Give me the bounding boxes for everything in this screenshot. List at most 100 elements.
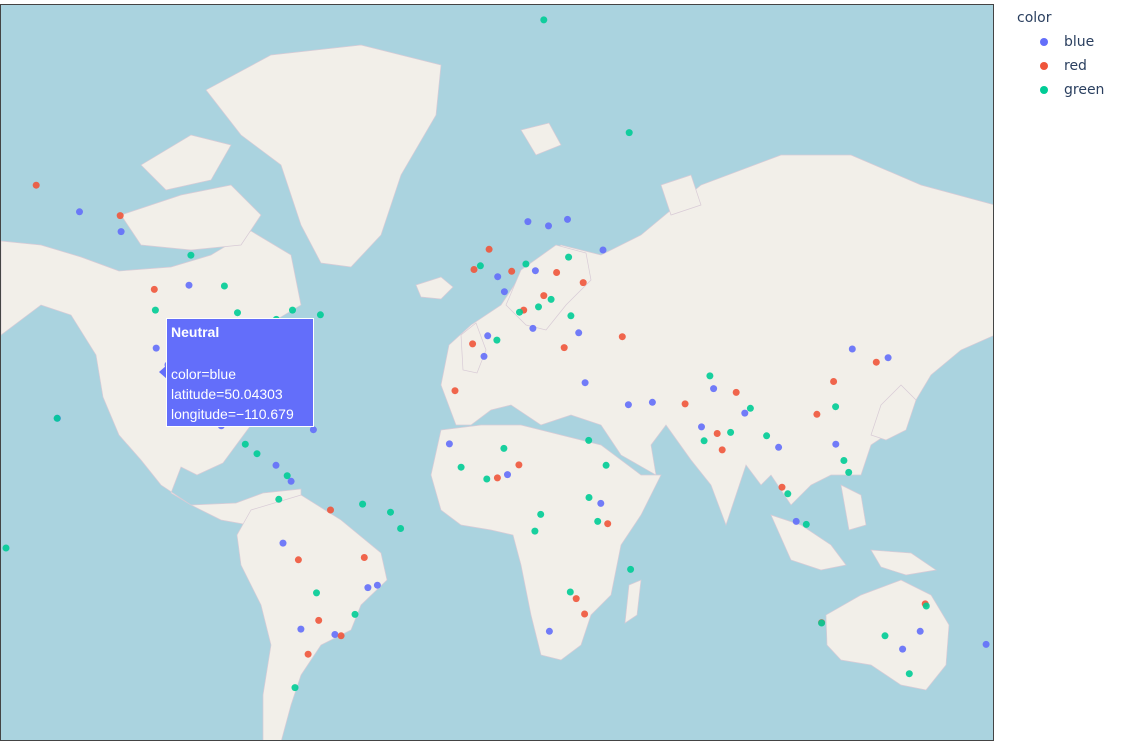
point-blue[interactable]: [792, 517, 800, 525]
point-blue[interactable]: [741, 409, 749, 417]
point-red[interactable]: [360, 554, 368, 561]
point-green[interactable]: [522, 260, 530, 268]
point-red[interactable]: [560, 344, 568, 352]
point-green[interactable]: [291, 684, 299, 692]
point-green[interactable]: [253, 450, 261, 458]
point-red[interactable]: [327, 506, 334, 514]
point-red[interactable]: [508, 267, 516, 275]
point-green[interactable]: [602, 461, 610, 469]
point-blue[interactable]: [484, 332, 492, 340]
point-blue[interactable]: [564, 215, 571, 223]
point-green[interactable]: [905, 670, 913, 678]
point-green[interactable]: [566, 588, 574, 596]
point-red[interactable]: [470, 266, 478, 273]
legend-item-green[interactable]: green: [1010, 78, 1104, 102]
point-red[interactable]: [581, 610, 589, 618]
point-blue[interactable]: [884, 354, 892, 362]
point-red[interactable]: [813, 410, 821, 418]
point-green[interactable]: [397, 525, 405, 532]
point-green[interactable]: [316, 311, 324, 319]
point-green[interactable]: [727, 428, 735, 436]
point-red[interactable]: [315, 616, 323, 624]
point-blue[interactable]: [524, 218, 532, 226]
point-red[interactable]: [579, 279, 587, 287]
point-red[interactable]: [294, 556, 302, 564]
point-green[interactable]: [500, 444, 508, 452]
point-blue[interactable]: [710, 385, 718, 393]
point-red[interactable]: [681, 400, 689, 408]
point-green[interactable]: [594, 517, 602, 525]
point-blue[interactable]: [575, 329, 583, 337]
point-green[interactable]: [351, 610, 359, 618]
point-red[interactable]: [618, 333, 626, 341]
point-blue[interactable]: [982, 640, 990, 648]
point-blue[interactable]: [648, 398, 656, 406]
point-green[interactable]: [2, 544, 10, 552]
point-green[interactable]: [585, 436, 593, 444]
point-green[interactable]: [746, 404, 754, 412]
point-red[interactable]: [485, 245, 493, 253]
point-blue[interactable]: [531, 267, 539, 275]
point-green[interactable]: [535, 303, 542, 311]
point-blue[interactable]: [185, 281, 193, 289]
point-blue[interactable]: [775, 443, 783, 451]
point-red[interactable]: [493, 474, 501, 482]
point-green[interactable]: [476, 262, 484, 270]
point-blue[interactable]: [152, 344, 160, 352]
point-blue[interactable]: [916, 627, 924, 635]
point-red[interactable]: [778, 483, 786, 491]
point-red[interactable]: [540, 292, 548, 300]
point-blue[interactable]: [480, 352, 488, 360]
point-red[interactable]: [553, 269, 561, 276]
point-green[interactable]: [187, 251, 195, 259]
point-red[interactable]: [32, 181, 40, 189]
point-green[interactable]: [220, 282, 228, 290]
point-green[interactable]: [802, 520, 810, 528]
point-blue[interactable]: [624, 401, 632, 409]
point-green[interactable]: [359, 500, 367, 508]
point-blue[interactable]: [373, 581, 381, 589]
point-green[interactable]: [784, 490, 792, 498]
point-blue[interactable]: [445, 440, 453, 448]
point-blue[interactable]: [272, 461, 280, 469]
point-red[interactable]: [572, 595, 580, 603]
point-blue[interactable]: [545, 222, 552, 230]
point-blue[interactable]: [117, 228, 125, 236]
point-green[interactable]: [457, 463, 465, 471]
point-green[interactable]: [537, 510, 545, 518]
point-green[interactable]: [706, 372, 714, 380]
point-blue[interactable]: [832, 440, 840, 448]
point-red[interactable]: [150, 285, 158, 293]
point-blue[interactable]: [581, 379, 589, 387]
map-view[interactable]: Neutral color=blue latitude=50.04303 lon…: [0, 4, 994, 741]
point-red[interactable]: [116, 212, 124, 220]
point-red[interactable]: [515, 461, 523, 469]
point-blue[interactable]: [899, 645, 907, 653]
point-green[interactable]: [275, 495, 283, 503]
point-green[interactable]: [289, 306, 296, 314]
point-green[interactable]: [845, 468, 853, 476]
point-green[interactable]: [53, 414, 61, 422]
legend-item-red[interactable]: red: [1010, 54, 1104, 78]
point-blue[interactable]: [529, 324, 537, 332]
point-green[interactable]: [483, 475, 491, 483]
point-green[interactable]: [700, 437, 708, 445]
point-green[interactable]: [922, 602, 930, 610]
point-red[interactable]: [604, 520, 612, 528]
point-red[interactable]: [713, 430, 721, 437]
point-red[interactable]: [469, 340, 477, 348]
point-red[interactable]: [872, 358, 880, 366]
point-green[interactable]: [241, 440, 249, 448]
point-green[interactable]: [625, 129, 633, 137]
point-blue[interactable]: [76, 208, 83, 216]
point-blue[interactable]: [364, 584, 372, 592]
point-blue[interactable]: [297, 625, 305, 633]
point-red[interactable]: [732, 388, 740, 396]
point-blue[interactable]: [494, 273, 502, 281]
legend-item-blue[interactable]: blue: [1010, 30, 1104, 54]
point-green[interactable]: [818, 619, 826, 627]
point-green[interactable]: [151, 306, 159, 314]
point-red[interactable]: [830, 378, 838, 385]
point-blue[interactable]: [599, 246, 607, 254]
point-green[interactable]: [234, 309, 241, 317]
